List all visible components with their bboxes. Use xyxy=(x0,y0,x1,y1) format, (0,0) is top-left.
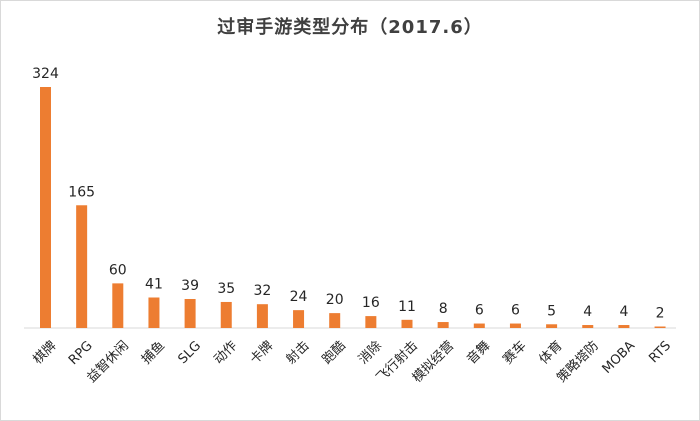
data-label-15: 4 xyxy=(583,304,592,320)
category-label-4: SLG xyxy=(175,338,204,367)
bar-13 xyxy=(509,323,521,328)
data-label-16: 4 xyxy=(619,304,628,320)
data-label-11: 8 xyxy=(439,301,448,317)
bar-16 xyxy=(618,325,630,328)
data-label-6: 32 xyxy=(253,283,271,299)
bar-5 xyxy=(220,301,232,328)
data-label-17: 2 xyxy=(656,306,665,322)
category-label-16: MOBA xyxy=(600,338,638,376)
category-label-13: 赛车 xyxy=(500,338,530,368)
data-label-8: 20 xyxy=(326,292,344,308)
bar-3 xyxy=(148,297,160,328)
data-label-4: 39 xyxy=(181,278,199,294)
bar-1 xyxy=(76,205,88,328)
chart-title: 过审手游类型分布（2017.6） xyxy=(217,17,483,38)
bar-17 xyxy=(654,326,666,328)
bar-4 xyxy=(184,298,196,328)
data-label-5: 35 xyxy=(217,281,235,297)
data-label-1: 165 xyxy=(68,184,95,200)
data-label-9: 16 xyxy=(362,295,380,311)
category-label-5: 动作 xyxy=(211,338,240,367)
data-label-14: 5 xyxy=(547,303,556,319)
data-label-3: 41 xyxy=(145,277,163,293)
bar-2 xyxy=(112,283,124,328)
category-label-6: 卡牌 xyxy=(247,338,277,368)
category-label-17: RTS xyxy=(646,338,674,366)
category-label-0: 棋牌 xyxy=(30,338,60,368)
bar-9 xyxy=(365,316,377,328)
bar-0 xyxy=(40,87,51,328)
bar-15 xyxy=(582,325,594,328)
data-label-2: 60 xyxy=(109,262,127,278)
bar-10 xyxy=(401,319,413,328)
bar-6 xyxy=(256,304,268,328)
category-label-3: 捕鱼 xyxy=(138,338,168,368)
bar-14 xyxy=(546,324,558,328)
category-label-8: 跑酷 xyxy=(320,338,349,367)
category-label-14: 体育 xyxy=(536,338,566,368)
data-label-13: 6 xyxy=(511,303,520,319)
data-label-7: 24 xyxy=(290,289,308,305)
data-label-0: 324 xyxy=(32,66,59,82)
bar-12 xyxy=(473,323,485,328)
data-label-10: 11 xyxy=(398,299,416,315)
category-label-1: RPG xyxy=(66,338,96,368)
bar-7 xyxy=(293,310,305,328)
category-label-12: 音舞 xyxy=(464,338,494,368)
bar-8 xyxy=(329,313,341,328)
data-label-12: 6 xyxy=(475,303,484,319)
bar-11 xyxy=(437,322,449,328)
category-label-9: 消除 xyxy=(356,338,385,367)
category-label-7: 射击 xyxy=(283,338,313,368)
